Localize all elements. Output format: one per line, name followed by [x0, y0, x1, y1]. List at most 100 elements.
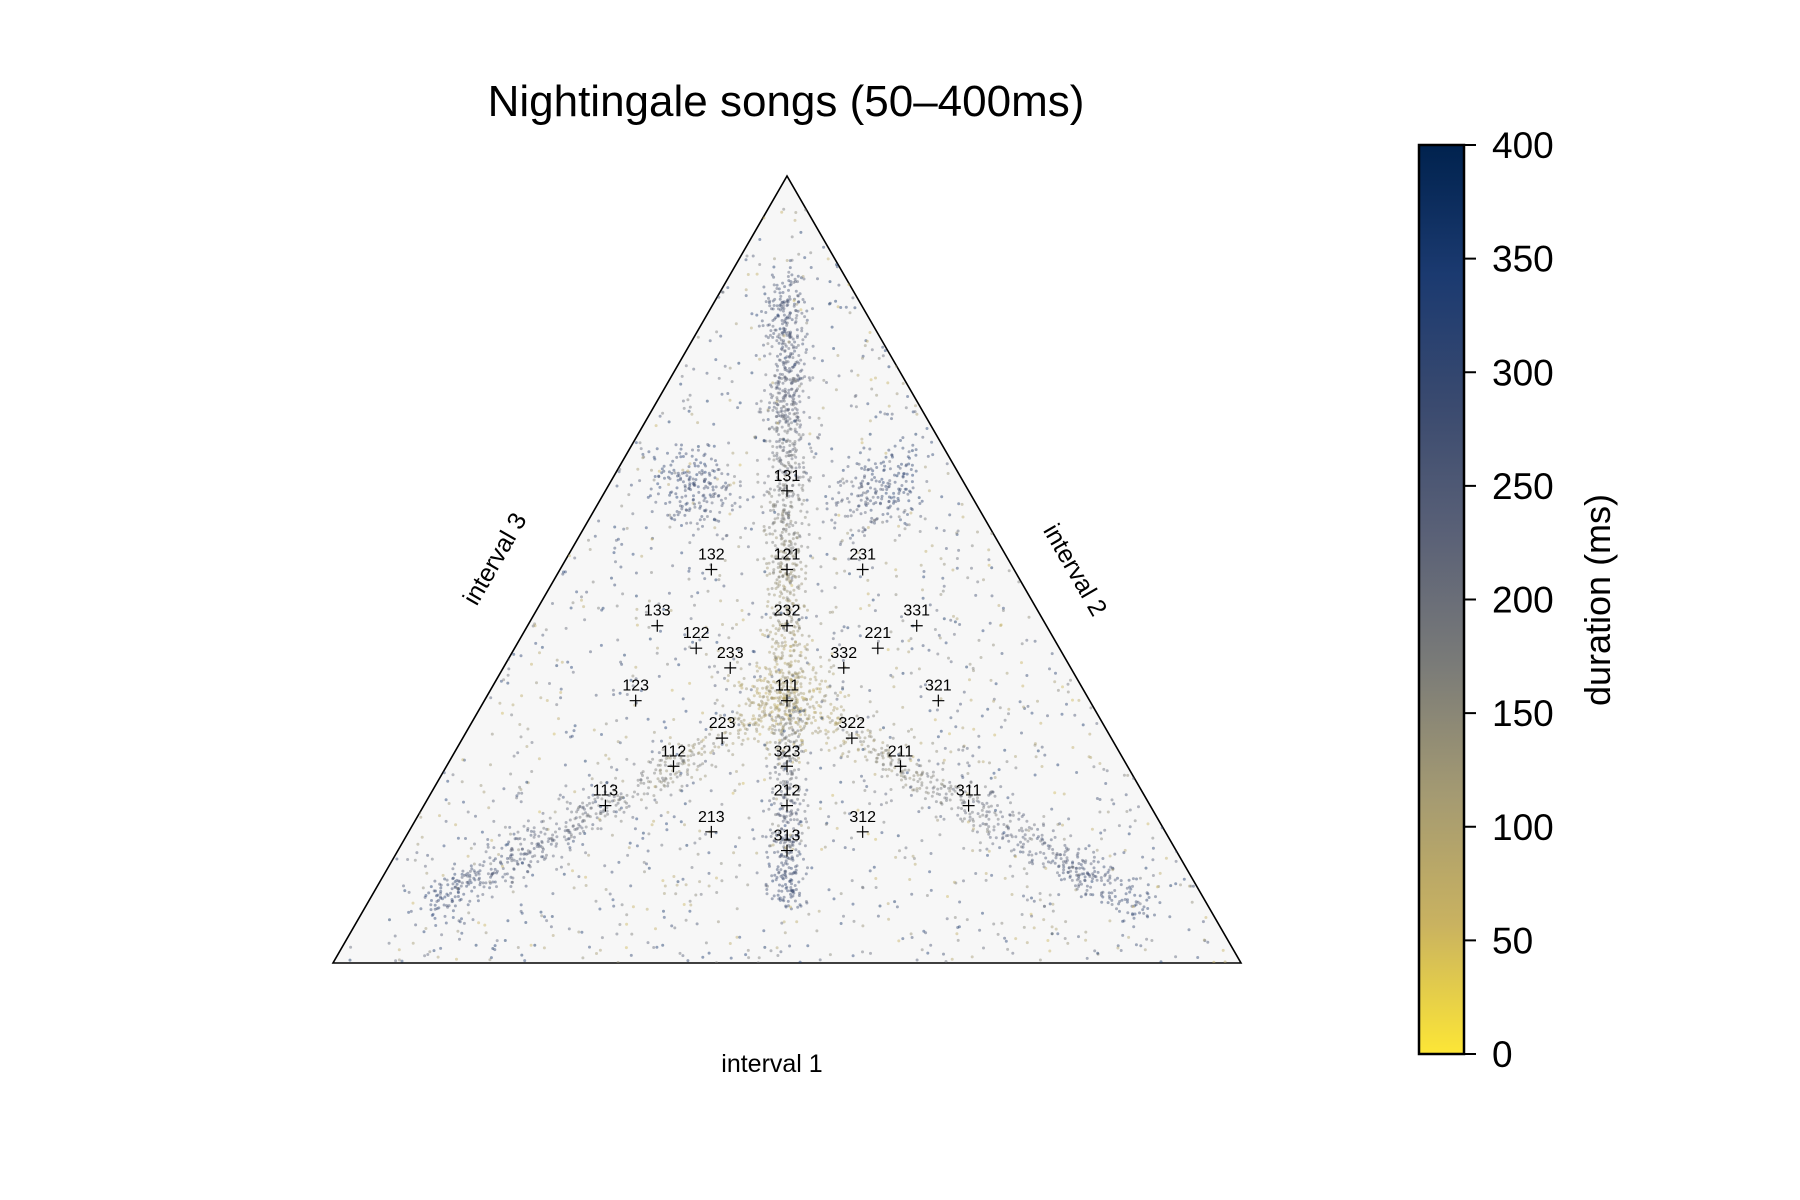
scatter-point [787, 665, 791, 669]
scatter-point [762, 439, 766, 443]
scatter-point [880, 494, 884, 498]
scatter-point [776, 641, 780, 645]
scatter-point [1012, 848, 1016, 852]
scatter-point [698, 763, 702, 767]
scatter-point [801, 389, 805, 393]
scatter-point [792, 304, 796, 308]
scatter-point [856, 504, 860, 508]
scatter-point [778, 671, 782, 675]
scatter-point [651, 757, 655, 761]
scatter-point [1001, 837, 1004, 841]
scatter-point [952, 632, 956, 636]
scatter-point [790, 850, 793, 854]
scatter-point [872, 714, 876, 718]
scatter-point [1113, 878, 1117, 882]
scatter-point [901, 937, 905, 941]
scatter-point [677, 770, 681, 773]
scatter-point [1113, 889, 1117, 892]
scatter-point [599, 781, 603, 785]
scatter-point [925, 480, 929, 483]
scatter-point [931, 770, 935, 774]
scatter-point [726, 472, 730, 476]
scatter-point [832, 347, 836, 350]
scatter-point [823, 845, 827, 849]
scatter-point [931, 453, 935, 457]
scatter-point [764, 713, 768, 717]
scatter-point [769, 329, 773, 333]
scatter-point [768, 799, 772, 803]
scatter-point [649, 487, 653, 491]
scatter-point [676, 762, 680, 766]
scatter-point [792, 740, 796, 744]
scatter-point [765, 747, 769, 750]
scatter-point [834, 801, 838, 805]
scatter-point [773, 374, 777, 378]
scatter-point [1102, 883, 1106, 887]
scatter-point [668, 491, 672, 495]
scatter-point [731, 710, 734, 714]
scatter-point [442, 844, 446, 848]
scatter-point [966, 576, 970, 580]
scatter-point [760, 699, 763, 703]
scatter-point [789, 427, 793, 431]
scatter-point [1125, 900, 1129, 904]
scatter-point [787, 843, 791, 847]
scatter-point [770, 874, 774, 878]
scatter-point [695, 922, 699, 926]
scatter-point [690, 412, 694, 416]
scatter-point [1002, 831, 1006, 835]
scatter-point [793, 400, 796, 404]
scatter-point [794, 698, 798, 702]
scatter-point [866, 728, 870, 732]
scatter-point [801, 483, 805, 487]
scatter-point [771, 686, 775, 690]
scatter-point [631, 795, 635, 799]
scatter-point [613, 525, 617, 529]
scatter-point [770, 710, 774, 714]
scatter-point [836, 722, 840, 725]
scatter-point [790, 809, 793, 813]
scatter-point [675, 495, 679, 499]
scatter-point [684, 502, 688, 506]
scatter-point [921, 770, 925, 774]
scatter-point [1143, 948, 1147, 952]
scatter-point [903, 527, 907, 531]
colorbar-tick-label: 150 [1492, 693, 1554, 734]
scatter-point [884, 792, 888, 796]
scatter-point [747, 956, 751, 960]
scatter-point [831, 497, 834, 501]
scatter-point [825, 381, 828, 384]
scatter-point [686, 768, 690, 772]
scatter-point [625, 793, 629, 797]
scatter-point [790, 812, 794, 816]
scatter-point [647, 780, 650, 784]
scatter-point [776, 556, 780, 559]
scatter-point [451, 899, 455, 903]
scatter-point [433, 916, 437, 920]
scatter-point [1136, 900, 1140, 904]
scatter-point [524, 884, 528, 888]
scatter-point [510, 713, 514, 717]
scatter-point [1010, 835, 1014, 839]
scatter-point [464, 873, 468, 877]
scatter-point [803, 676, 807, 680]
scatter-point [597, 606, 600, 610]
scatter-point [834, 728, 838, 732]
scatter-point [965, 746, 969, 750]
scatter-point [751, 717, 755, 721]
scatter-point [781, 728, 785, 732]
scatter-point [695, 473, 699, 477]
scatter-point [889, 788, 893, 791]
scatter-point [526, 828, 530, 832]
scatter-point [640, 771, 643, 775]
scatter-point [573, 556, 577, 560]
scatter-point [794, 389, 798, 393]
scatter-point [1078, 873, 1081, 877]
scatter-point [607, 757, 611, 761]
scatter-point [753, 737, 756, 741]
scatter-point [713, 664, 716, 668]
scatter-point [824, 728, 828, 732]
scatter-point [779, 838, 783, 842]
scatter-point [794, 848, 798, 852]
scatter-point [773, 374, 777, 378]
